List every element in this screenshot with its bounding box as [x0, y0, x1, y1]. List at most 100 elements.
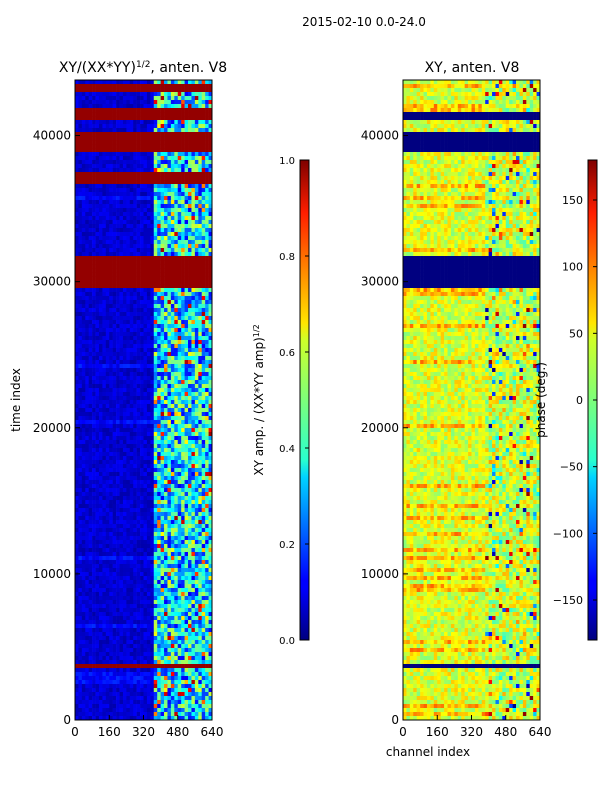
heatmap-cell: [208, 380, 213, 385]
heatmap-cell: [157, 348, 161, 353]
heatmap-cell: [92, 188, 96, 193]
heatmap-cell: [122, 420, 127, 425]
heatmap-cell: [205, 372, 209, 377]
heatmap-cell: [205, 400, 209, 405]
heatmap-cell: [167, 496, 172, 501]
heatmap-cell: [194, 508, 199, 513]
heatmap-cell: [205, 456, 209, 461]
heatmap-cell: [146, 208, 151, 213]
heatmap-cell: [75, 188, 79, 193]
heatmap-cell: [177, 96, 182, 101]
heatmap-cell: [78, 564, 83, 569]
heatmap-cell: [146, 572, 151, 577]
heatmap-cell: [119, 544, 124, 549]
heatmap-cell: [133, 312, 137, 317]
heatmap-cell: [191, 176, 196, 181]
heatmap-cell: [205, 92, 209, 97]
heatmap-cell: [75, 232, 79, 237]
heatmap-cell: [150, 184, 155, 189]
heatmap-cell: [181, 460, 185, 465]
heatmap-cell: [184, 420, 189, 425]
heatmap-cell: [170, 264, 175, 269]
heatmap-cell: [201, 284, 206, 289]
heatmap-cell: [188, 208, 192, 213]
heatmap-cell: [167, 444, 172, 449]
heatmap-cell: [119, 540, 124, 545]
heatmap-cell: [122, 484, 127, 489]
heatmap-cell: [170, 304, 175, 309]
heatmap-cell: [81, 332, 86, 337]
heatmap-cell: [150, 208, 155, 213]
heatmap-cell: [157, 444, 161, 449]
heatmap-cell: [75, 372, 79, 377]
heatmap-cell: [140, 416, 144, 421]
heatmap-cell: [160, 448, 165, 453]
heatmap-cell: [136, 452, 141, 457]
heatmap-cell: [181, 504, 185, 509]
heatmap-cell: [105, 528, 110, 533]
heatmap-cell: [116, 436, 120, 441]
heatmap-cell: [188, 492, 192, 497]
heatmap-cell: [201, 244, 206, 249]
heatmap-cell: [201, 336, 206, 341]
heatmap-cell: [105, 264, 110, 269]
heatmap-cell: [95, 188, 100, 193]
heatmap-cell: [78, 328, 83, 333]
heatmap-cell: [88, 356, 93, 361]
heatmap-cell: [146, 96, 151, 101]
heatmap-cell: [140, 140, 144, 145]
heatmap-cell: [140, 396, 144, 401]
heatmap-cell: [177, 496, 182, 501]
heatmap-cell: [208, 500, 213, 505]
heatmap-cell: [201, 296, 206, 301]
heatmap-cell: [153, 224, 158, 229]
heatmap-cell: [191, 244, 196, 249]
heatmap-cell: [81, 356, 86, 361]
heatmap-cell: [194, 240, 199, 245]
heatmap-cell: [98, 208, 103, 213]
heatmap-cell: [150, 504, 155, 509]
heatmap-cell: [164, 536, 168, 541]
heatmap-cell: [119, 576, 124, 581]
heatmap-cell: [112, 160, 117, 165]
heatmap-cell: [143, 100, 148, 105]
heatmap-cell: [160, 372, 165, 377]
heatmap-cell: [112, 480, 117, 485]
heatmap-cell: [105, 380, 110, 385]
heatmap-cell: [109, 280, 113, 285]
heatmap-cell: [78, 504, 83, 509]
heatmap-cell: [136, 336, 141, 341]
heatmap-cell: [146, 188, 151, 193]
heatmap-cell: [191, 408, 196, 413]
heatmap-cell: [133, 304, 137, 309]
heatmap-cell: [133, 116, 137, 121]
heatmap-cell: [188, 272, 192, 277]
heatmap-cell: [170, 368, 175, 373]
heatmap-cell: [198, 568, 203, 573]
heatmap-cell: [122, 124, 127, 129]
heatmap-cell: [184, 500, 189, 505]
heatmap-cell: [208, 448, 213, 453]
heatmap-cell: [150, 312, 155, 317]
heatmap-cell: [92, 112, 96, 117]
heatmap-cell: [102, 472, 107, 477]
heatmap-cell: [126, 316, 131, 321]
heatmap-cell: [208, 460, 213, 465]
heatmap-cell: [177, 312, 182, 317]
heatmap-cell: [129, 512, 134, 517]
heatmap-cell: [95, 96, 100, 101]
heatmap-cell: [109, 416, 113, 421]
heatmap-cell: [198, 216, 203, 221]
heatmap-cell: [174, 212, 179, 217]
heatmap-cell: [133, 212, 137, 217]
heatmap-cell: [140, 228, 144, 233]
heatmap-cell: [140, 236, 144, 241]
heatmap-cell: [208, 248, 213, 253]
heatmap-cell: [194, 520, 199, 525]
heatmap-cell: [167, 420, 172, 425]
heatmap-cell: [98, 136, 103, 141]
heatmap-cell: [188, 228, 192, 233]
heatmap-cell: [198, 120, 203, 125]
heatmap-cell: [85, 240, 89, 245]
heatmap-cell: [102, 108, 107, 113]
